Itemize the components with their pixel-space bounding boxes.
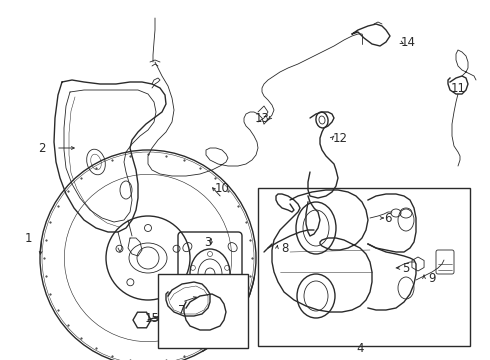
Text: 12: 12 [333, 131, 347, 144]
Text: 7: 7 [178, 303, 186, 316]
Text: 9: 9 [428, 271, 436, 284]
Bar [258, 188, 470, 346]
Text: 5: 5 [402, 261, 410, 274]
Text: 10: 10 [215, 181, 229, 194]
Text: 3: 3 [204, 235, 212, 248]
Bar [158, 274, 248, 348]
Text: 2: 2 [38, 141, 46, 154]
Text: 15: 15 [145, 311, 159, 324]
Text: 11: 11 [450, 81, 465, 94]
Text: 14: 14 [400, 36, 416, 49]
Text: 13: 13 [255, 112, 270, 125]
Text: 1: 1 [24, 231, 32, 244]
Text: 4: 4 [356, 342, 364, 355]
Text: 6: 6 [384, 211, 392, 225]
Text: 8: 8 [281, 242, 289, 255]
